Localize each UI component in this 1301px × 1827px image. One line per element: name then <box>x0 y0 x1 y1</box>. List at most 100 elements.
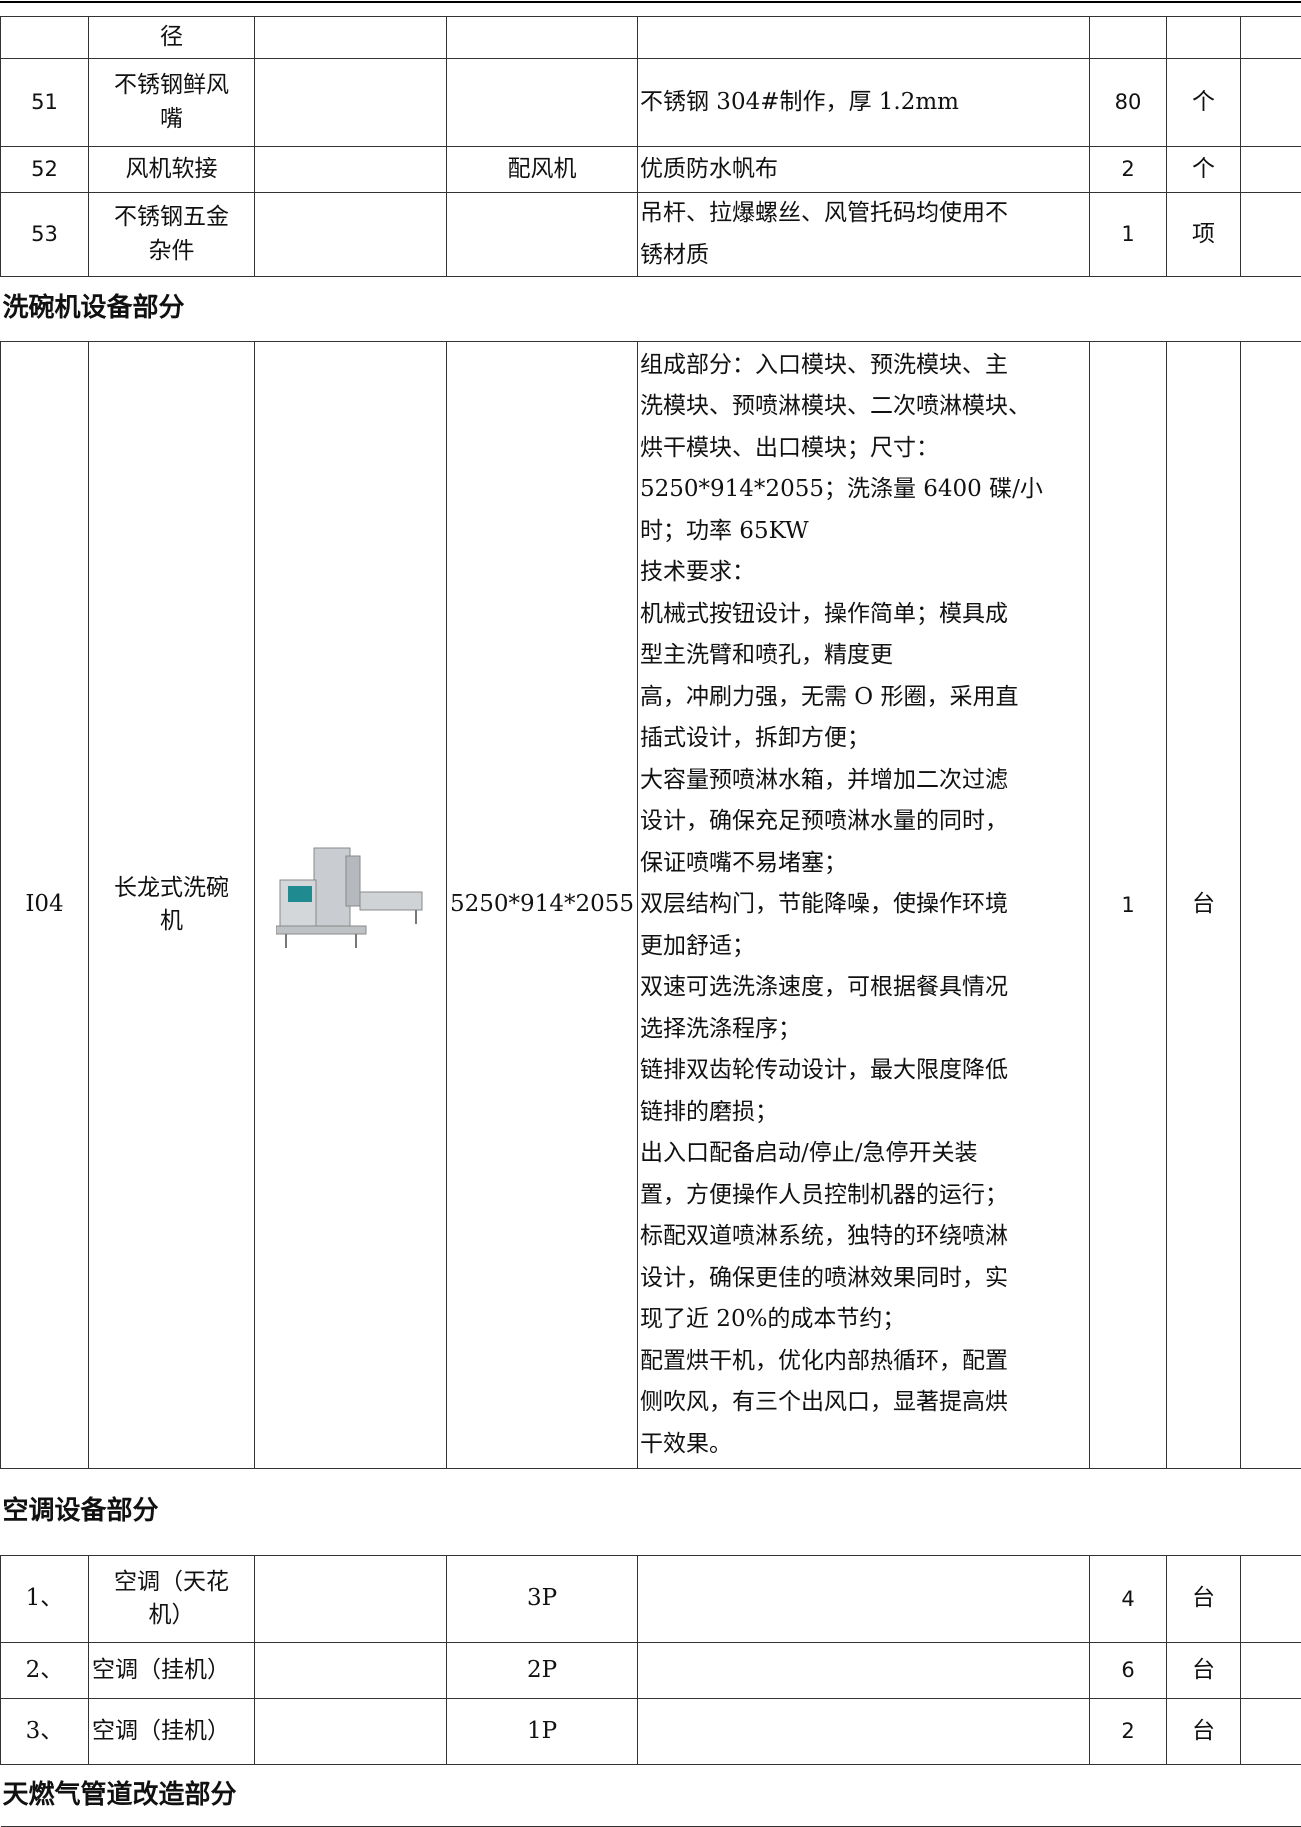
desc-line: 时；功率 65KW <box>640 517 809 544</box>
desc-line: 吊杆、拉爆螺丝、风管托码均使用不 <box>640 200 1008 226</box>
desc-line: 洗模块、预喷淋模块、二次喷淋模块、 <box>640 393 1031 420</box>
unit-cell: 个 <box>1166 58 1241 147</box>
desc-line: 选择洗涤程序； <box>640 1015 801 1042</box>
desc-cell <box>637 16 1090 59</box>
name-line: 空调（挂机） <box>92 1656 230 1683</box>
spec-cell: 5250*914*2055 <box>446 341 638 1469</box>
image-cell <box>254 146 447 193</box>
spec-cell: 3P <box>446 1555 638 1643</box>
no-cell: 53 <box>0 192 89 277</box>
spec-cell: 1P <box>446 1698 638 1765</box>
qty-cell: 4 <box>1089 1555 1167 1643</box>
item-row: 2、 空调（挂机） 2P 6 台 <box>0 1642 1301 1699</box>
desc-line: 组成部分：入口模块、预洗模块、主 <box>640 351 1008 378</box>
item-row: 径 <box>0 16 1301 59</box>
name-cell: 不锈钢鲜风嘴 <box>88 58 255 147</box>
name-line: 杂件 <box>148 237 195 264</box>
qty-cell: 2 <box>1089 146 1167 193</box>
item-row: I04 长龙式洗碗机 5250*914*2055 组成部分：入口模块、预洗模块、主 洗模… <box>0 341 1301 1469</box>
desc-line: 优质防水帆布 <box>640 155 778 182</box>
name-line: 风机软接 <box>125 155 218 182</box>
desc-line: 出入口配备启动/停止/急停开关装 <box>640 1140 978 1167</box>
desc-line: 置，方便操作人员控制机器的运行； <box>640 1181 1008 1208</box>
spec-cell <box>446 16 638 59</box>
unit-cell: 项 <box>1166 192 1241 277</box>
item-row: 53 不锈钢五金 杂件 吊杆、拉爆螺丝、风管托码均使用不 锈材质 1 项 <box>0 192 1301 277</box>
desc-line: 大容量预喷淋水箱，并增加二次过滤 <box>640 766 1008 793</box>
name-line: 长龙式洗碗 <box>114 874 229 901</box>
unit-cell: 个 <box>1166 146 1241 193</box>
desc-line: 不锈钢 304#制作，厚 1.2mm <box>640 88 959 115</box>
remark-cell <box>1240 1555 1301 1643</box>
section-title: 洗碗机设备部分 <box>0 276 1301 342</box>
desc-line: 插式设计，拆卸方便； <box>640 725 870 752</box>
desc-line: 链排双齿轮传动设计，最大限度降低 <box>640 1057 1008 1084</box>
unit-cell: 台 <box>1166 1642 1241 1699</box>
name-cell: 空调（挂机） <box>88 1642 255 1699</box>
name-line: 机 <box>160 908 183 934</box>
name-cell: 空调（天花 机） <box>88 1555 255 1643</box>
desc-line: 链排的磨损； <box>640 1098 778 1125</box>
name-cell: 长龙式洗碗机 <box>88 341 255 1469</box>
desc-line: 更加舒适； <box>640 932 755 959</box>
item-row: 1、 空调（天花 机） 3P 4 台 <box>0 1555 1301 1643</box>
remark-cell <box>1240 146 1301 193</box>
desc-line: 机械式按钮设计，操作简单；模具成 <box>640 600 1008 627</box>
desc-line: 烘干模块、出口模块；尺寸： <box>640 434 939 461</box>
name-line: 空调（天花 <box>114 1568 229 1595</box>
item-row: 52 风机软接 配风机 优质防水帆布 2 个 <box>0 146 1301 193</box>
name-cell: 空调（挂机） <box>88 1698 255 1765</box>
no-cell: 3、 <box>0 1698 89 1765</box>
desc-line: 侧吹风，有三个出风口，显著提高烘 <box>640 1389 1008 1416</box>
desc-cell: 吊杆、拉爆螺丝、风管托码均使用不 锈材质 <box>637 192 1090 277</box>
desc-line: 锈材质 <box>640 241 709 268</box>
spec-cell <box>446 192 638 277</box>
no-cell: 2、 <box>0 1642 89 1699</box>
desc-cell: 组成部分：入口模块、预洗模块、主 洗模块、预喷淋模块、二次喷淋模块、 烘干模块、出口… <box>637 341 1090 1469</box>
desc-line: 现了近 20%的成本节约； <box>640 1306 906 1333</box>
desc-line: 高，冲刷力强，无需 O 形圈，采用直 <box>640 683 1019 710</box>
remark-cell <box>1240 58 1301 147</box>
desc-line: 配置烘干机，优化内部热循环，配置 <box>640 1347 1008 1374</box>
image-cell <box>254 1555 447 1643</box>
item-row: 3、 空调（挂机） 1P 2 台 <box>0 1698 1301 1765</box>
desc-line: 设计，确保更佳的喷淋效果同时，实 <box>640 1264 1008 1291</box>
remark-cell <box>1240 1698 1301 1765</box>
item-row: 51 不锈钢鲜风嘴 不锈钢 304#制作，厚 1.2mm 80 个 <box>0 58 1301 147</box>
qty-cell: 1 <box>1089 192 1167 277</box>
qty-cell: 80 <box>1089 58 1167 147</box>
qty-cell: 6 <box>1089 1642 1167 1699</box>
unit-cell <box>1166 16 1241 59</box>
name-line: 不锈钢鲜风 <box>114 72 229 99</box>
image-cell <box>254 341 447 1469</box>
desc-cell: 不锈钢 304#制作，厚 1.2mm <box>637 58 1090 147</box>
unit-cell: 台 <box>1166 341 1241 1469</box>
image-cell <box>254 58 447 147</box>
name-cell: 不锈钢五金 杂件 <box>88 192 255 277</box>
dishwasher-image <box>275 847 422 948</box>
desc-line: 双层结构门，节能降噪，使操作环境 <box>640 891 1008 918</box>
spec-cell: 2P <box>446 1642 638 1699</box>
remark-cell <box>1240 341 1301 1469</box>
no-cell: 52 <box>0 146 89 193</box>
desc-cell <box>637 1555 1090 1643</box>
desc-cell <box>637 1698 1090 1765</box>
section-row: 空调设备部分 <box>0 1468 1301 1556</box>
qty-cell <box>1089 16 1167 59</box>
remark-cell <box>1240 192 1301 277</box>
name-line: 空调（挂机） <box>92 1717 230 1744</box>
desc-line: 设计，确保充足预喷淋水量的同时， <box>640 808 1008 835</box>
unit-cell: 台 <box>1166 1555 1241 1643</box>
spec-cell: 配风机 <box>446 146 638 193</box>
image-cell <box>254 16 447 59</box>
image-cell <box>254 1642 447 1699</box>
desc-line: 5250*914*2055；洗涤量 6400 碟/小 <box>640 476 1043 503</box>
desc-line: 保证喷嘴不易堵塞； <box>640 849 847 876</box>
no-cell <box>0 16 89 59</box>
qty-cell: 2 <box>1089 1698 1167 1765</box>
no-cell: 51 <box>0 58 89 147</box>
desc-line: 技术要求： <box>640 559 755 586</box>
section-title: 天燃气管道改造部分 <box>0 1764 1301 1827</box>
name-cell: 径 <box>88 16 255 59</box>
